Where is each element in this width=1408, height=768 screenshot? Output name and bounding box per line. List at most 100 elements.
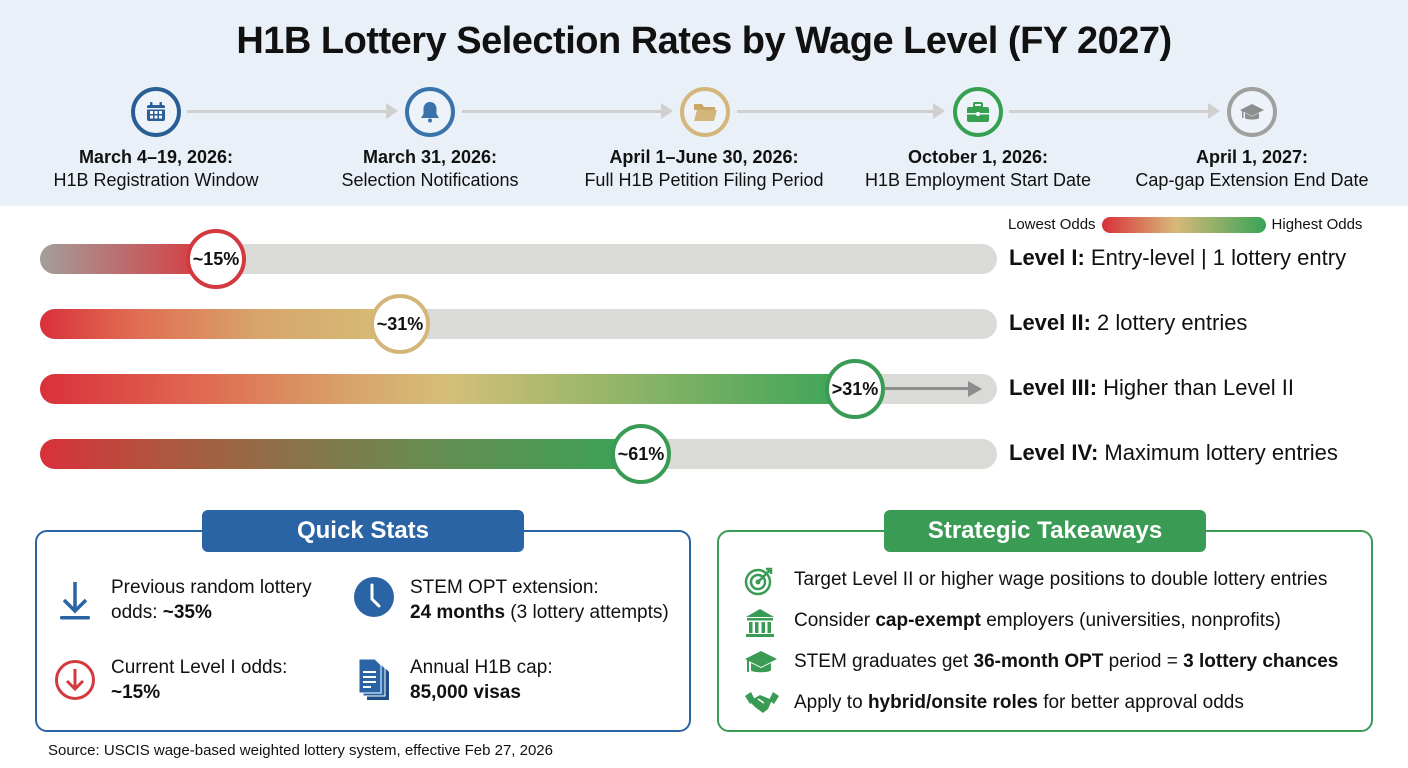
stat-annual-cap: Annual H1B cap: 85,000 visas: [410, 655, 553, 705]
timeline-node-registration: [131, 87, 181, 137]
takeaway-text: employers (universities, nonprofits): [980, 610, 1281, 631]
timeline-arrow-icon: [1208, 103, 1220, 119]
graduation-cap-icon: [1240, 104, 1264, 120]
timeline-desc: Selection Notifications: [341, 170, 519, 190]
level-4-track: [40, 439, 997, 469]
timeline-label: October 1, 2026: H1B Employment Start Da…: [838, 146, 1118, 192]
level-3-label: Level III: Higher than Level II: [1009, 375, 1294, 401]
timeline-connector: [462, 110, 662, 113]
level-name: Level III:: [1009, 375, 1098, 400]
level-4-badge: ~61%: [611, 424, 671, 484]
legend-high-label: Highest Odds: [1271, 216, 1363, 233]
timeline-arrow-icon: [386, 103, 398, 119]
page-title: H1B Lottery Selection Rates by Wage Leve…: [236, 20, 1172, 62]
level-1-badge: ~15%: [186, 229, 246, 289]
documents-icon: [358, 658, 389, 700]
quick-stats-panel: [35, 530, 691, 732]
stat-stem-opt: STEM OPT extension: 24 months (3 lottery…: [410, 575, 669, 625]
takeaway-item: STEM graduates get 36-month OPT period =…: [794, 651, 1338, 673]
takeaway-bold: 36-month OPT: [973, 651, 1104, 672]
timeline-node-employment: [953, 87, 1003, 137]
odds-legend: Lowest Odds Highest Odds: [1008, 216, 1362, 233]
stat-line: Annual H1B cap:: [410, 657, 553, 678]
stat-value: ~35%: [162, 602, 212, 623]
level-name: Level I:: [1009, 245, 1085, 270]
bank-building-icon: [746, 609, 774, 637]
timeline-date: March 4–19, 2026:: [78, 147, 234, 167]
stat-value: ~15%: [111, 682, 161, 703]
takeaway-item: Apply to hybrid/onsite roles for better …: [794, 692, 1244, 714]
level-4-fill: [40, 439, 645, 469]
level-3-arrow-shaft: [885, 387, 970, 390]
takeaway-text: period =: [1103, 651, 1184, 672]
takeaways-title: Strategic Takeaways: [884, 510, 1206, 552]
timeline-arrow-icon: [933, 103, 945, 119]
level-3-badge: >31%: [825, 359, 885, 419]
download-arrow-icon: [60, 582, 90, 620]
takeaway-item: Target Level II or higher wage positions…: [794, 569, 1327, 591]
legend-gradient-bar: [1101, 216, 1266, 233]
stat-line: STEM OPT extension:: [410, 577, 599, 598]
timeline-date: April 1, 2027:: [1195, 147, 1309, 167]
level-1-track: [40, 244, 997, 274]
level-4-label: Level IV: Maximum lottery entries: [1009, 440, 1338, 466]
level-2-track: [40, 309, 997, 339]
stat-value: 85,000 visas: [410, 682, 521, 703]
level-2-label: Level II: 2 lottery entries: [1009, 310, 1247, 336]
stat-line: Previous random lottery: [111, 577, 312, 598]
folder-icon: [694, 104, 717, 121]
takeaway-bold: 3 lottery chances: [1183, 651, 1339, 672]
stat-line: Current Level I odds:: [111, 657, 288, 678]
bell-icon: [421, 102, 439, 123]
handshake-icon: [745, 692, 779, 713]
down-arrow-circle-icon: [55, 660, 95, 700]
takeaway-bold: hybrid/onsite roles: [867, 692, 1038, 713]
level-3-fill: [40, 374, 860, 404]
level-2-fill: [40, 309, 400, 339]
level-desc: Entry-level | 1 lottery entry: [1084, 245, 1347, 270]
timeline-arrow-icon: [661, 103, 673, 119]
timeline-label: April 1–June 30, 2026: Full H1B Petition…: [564, 146, 844, 192]
stat-line: odds:: [111, 602, 163, 623]
takeaway-text: for better approval odds: [1037, 692, 1244, 713]
timeline-connector: [187, 110, 387, 113]
level-name: Level IV:: [1009, 440, 1099, 465]
takeaway-text: STEM graduates get: [794, 651, 974, 672]
timeline-connector: [737, 110, 934, 113]
quick-stats-title: Quick Stats: [202, 510, 524, 552]
source-note: Source: USCIS wage-based weighted lotter…: [48, 742, 553, 759]
level-name: Level II:: [1009, 310, 1091, 335]
timeline-label: April 1, 2027: Cap-gap Extension End Dat…: [1112, 146, 1392, 192]
takeaway-bold: cap-exempt: [875, 610, 981, 631]
level-desc: 2 lottery entries: [1090, 310, 1248, 335]
arrow-right-icon: [968, 381, 982, 397]
takeaway-text: Apply to: [794, 692, 868, 713]
level-desc: Maximum lottery entries: [1098, 440, 1338, 465]
takeaway-text: Consider: [794, 610, 876, 631]
takeaway-item: Consider cap-exempt employers (universit…: [794, 610, 1281, 632]
timeline-desc: Full H1B Petition Filing Period: [584, 170, 824, 190]
timeline-desc: H1B Employment Start Date: [864, 170, 1092, 190]
level-desc: Higher than Level II: [1097, 375, 1294, 400]
timeline-date: April 1–June 30, 2026:: [609, 147, 799, 167]
timeline-desc: Cap-gap Extension End Date: [1135, 170, 1369, 190]
timeline-label: March 31, 2026: Selection Notifications: [290, 146, 570, 192]
timeline-desc: H1B Registration Window: [53, 170, 259, 190]
timeline-node-notifications: [405, 87, 455, 137]
briefcase-icon: [967, 102, 989, 122]
timeline-date: October 1, 2026:: [907, 147, 1049, 167]
legend-low-label: Lowest Odds: [1008, 216, 1096, 233]
graduation-cap-icon: [745, 651, 777, 673]
clock-icon: [354, 577, 394, 617]
timeline-label: March 4–19, 2026: H1B Registration Windo…: [16, 146, 296, 192]
takeaway-text: Target Level II or higher wage positions…: [794, 569, 1328, 590]
timeline-date: March 31, 2026:: [362, 147, 498, 167]
target-icon: [744, 567, 773, 596]
stat-line: (3 lottery attempts): [505, 602, 669, 623]
timeline-connector: [1009, 110, 1209, 113]
stat-value: 24 months: [410, 602, 506, 623]
stat-previous-odds: Previous random lottery odds: ~35%: [111, 575, 312, 625]
stat-current-odds: Current Level I odds: ~15%: [111, 655, 287, 705]
level-2-badge: ~31%: [370, 294, 430, 354]
timeline-node-filing: [680, 87, 730, 137]
